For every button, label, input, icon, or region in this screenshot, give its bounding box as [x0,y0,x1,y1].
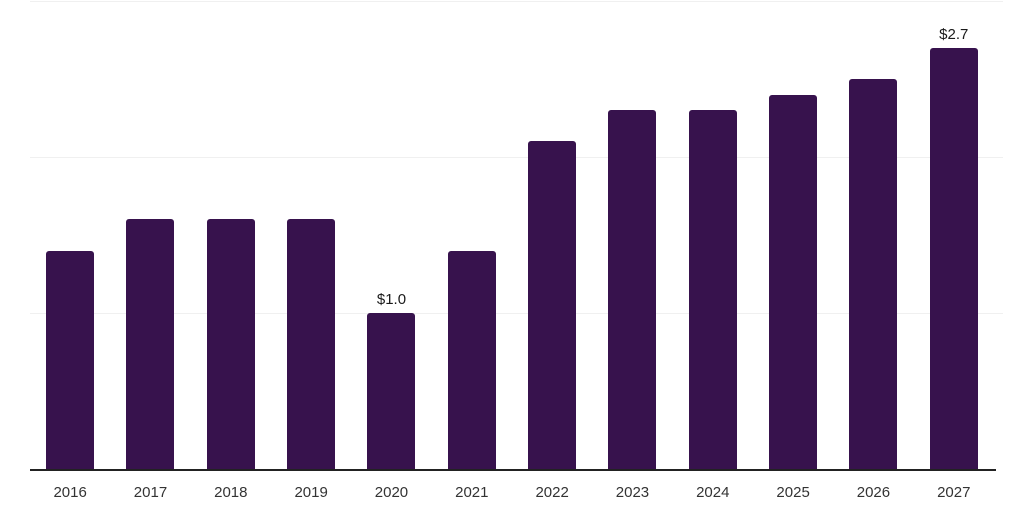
bar-2024 [688,110,737,469]
x-tick-label-2016: 2016 [53,484,87,501]
x-tick-label-2018: 2018 [214,484,248,501]
x-tick-label-2019: 2019 [294,484,328,501]
bar-slot-2022 [512,1,592,469]
bar-2019 [287,219,336,469]
x-tick-label-2021: 2021 [455,484,489,501]
bar-value-label-2020: $1.0 [376,291,407,309]
bar-slot-2020: $1.0 [351,1,431,469]
bar-slot-2019 [271,1,351,469]
bar-slot-2026 [833,1,913,469]
bar-slot-2021 [432,1,512,469]
bar-2021 [447,250,496,469]
bar-slot-2018 [191,1,271,469]
bar-slot-2017 [110,1,190,469]
bar-2018 [206,219,255,469]
bar-slot-2025 [753,1,833,469]
bar-slot-2023 [592,1,672,469]
bar-slot-2024 [673,1,753,469]
bar-2017 [126,219,175,469]
bar-value-label-2027: $2.7 [939,25,969,43]
bar-2022 [528,141,577,469]
bar-slot-2027: $2.7 [914,1,994,469]
x-tick-label-2025: 2025 [776,484,810,501]
x-axis-line [30,469,996,471]
x-tick-label-2024: 2024 [696,484,730,501]
x-tick-label-2022: 2022 [535,484,569,501]
bars-row: $1.0 $2.7 [30,1,994,469]
gridline-2 [30,156,1003,158]
plot-area: $1.0 $2.7 [30,1,1003,469]
gridline-1 [30,312,1003,314]
x-axis-tick-labels: 2016 2017 2018 2019 2020 2021 2022 2023 2024 2025… [30,485,994,501]
x-tick-label-2023: 2023 [615,484,650,501]
x-tick-label-2026: 2026 [856,484,891,501]
x-tick-label-2027: 2027 [937,484,971,501]
bar-2023 [608,110,657,469]
bar-slot-2016 [30,1,110,469]
gridline-3 [30,1,1003,2]
bar-2016 [46,250,95,469]
bar-2025 [769,94,818,469]
x-tick-label-2017: 2017 [133,484,168,501]
bar-2026 [849,79,898,469]
x-tick-label-2020: 2020 [374,484,409,501]
bar-2020 [367,313,416,469]
bar-2027 [929,47,978,469]
